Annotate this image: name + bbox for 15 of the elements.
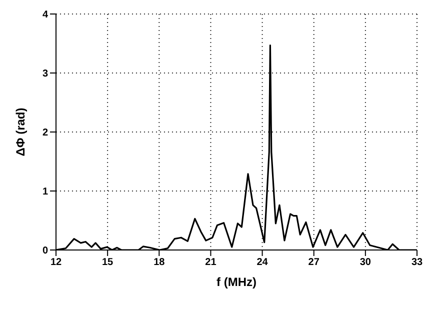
x-tick-label: 24 bbox=[256, 257, 268, 268]
x-tick-label: 21 bbox=[205, 257, 217, 268]
x-tick-label: 15 bbox=[102, 257, 114, 268]
y-tick-label: 0 bbox=[42, 246, 48, 257]
x-tick-label: 12 bbox=[50, 257, 62, 268]
y-tick-label: 2 bbox=[42, 128, 48, 139]
x-tick-label: 30 bbox=[360, 257, 372, 268]
y-tick-label: 3 bbox=[42, 68, 48, 80]
x-axis-title: f (MHz) bbox=[216, 275, 256, 289]
x-tick-label: 27 bbox=[308, 257, 320, 268]
y-tick-label: 1 bbox=[42, 186, 48, 198]
x-tick-label: 33 bbox=[411, 257, 423, 268]
x-tick-label: 18 bbox=[154, 257, 166, 268]
y-axis-title: ΔΦ (rad) bbox=[13, 108, 28, 156]
y-tick-label: 4 bbox=[42, 10, 48, 21]
